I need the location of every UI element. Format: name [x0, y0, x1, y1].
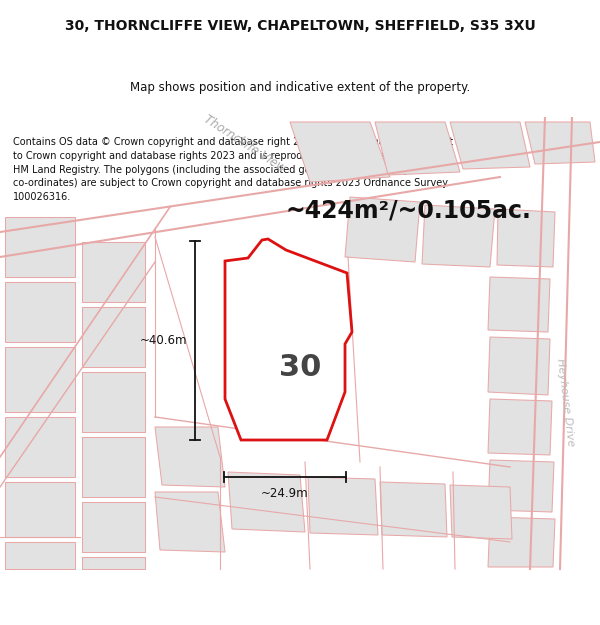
- Polygon shape: [450, 122, 530, 169]
- Polygon shape: [82, 502, 145, 552]
- Polygon shape: [450, 485, 512, 539]
- Polygon shape: [5, 542, 75, 569]
- Polygon shape: [155, 492, 225, 552]
- Polygon shape: [290, 122, 390, 182]
- Polygon shape: [345, 197, 420, 262]
- Text: ~424m²/~0.105ac.: ~424m²/~0.105ac.: [285, 198, 531, 222]
- Polygon shape: [82, 437, 145, 497]
- Polygon shape: [5, 347, 75, 412]
- Polygon shape: [375, 122, 460, 175]
- Polygon shape: [422, 205, 495, 267]
- Text: 30, THORNCLIFFE VIEW, CHAPELTOWN, SHEFFIELD, S35 3XU: 30, THORNCLIFFE VIEW, CHAPELTOWN, SHEFFI…: [65, 19, 535, 32]
- Polygon shape: [488, 399, 552, 455]
- Polygon shape: [5, 282, 75, 342]
- Polygon shape: [5, 482, 75, 537]
- Polygon shape: [380, 482, 447, 537]
- Polygon shape: [5, 217, 75, 277]
- Polygon shape: [155, 427, 225, 487]
- Polygon shape: [225, 239, 352, 440]
- Polygon shape: [82, 242, 145, 302]
- Polygon shape: [488, 337, 550, 395]
- Text: Contains OS data © Crown copyright and database right 2021. This information is : Contains OS data © Crown copyright and d…: [13, 138, 454, 202]
- Polygon shape: [525, 122, 595, 164]
- Text: Thorncliffe View: Thorncliffe View: [202, 112, 288, 175]
- Polygon shape: [488, 460, 554, 512]
- Text: Heyhouse Drive: Heyhouse Drive: [554, 357, 575, 447]
- Polygon shape: [497, 209, 555, 267]
- Text: ~24.9m: ~24.9m: [261, 487, 309, 500]
- Polygon shape: [82, 372, 145, 432]
- Text: ~40.6m: ~40.6m: [139, 334, 187, 347]
- Polygon shape: [228, 472, 305, 532]
- Text: 30: 30: [279, 352, 321, 381]
- Polygon shape: [82, 557, 145, 569]
- Polygon shape: [488, 277, 550, 332]
- Polygon shape: [308, 477, 378, 535]
- Polygon shape: [488, 517, 555, 567]
- Polygon shape: [82, 307, 145, 367]
- Polygon shape: [5, 417, 75, 477]
- Text: Map shows position and indicative extent of the property.: Map shows position and indicative extent…: [130, 81, 470, 94]
